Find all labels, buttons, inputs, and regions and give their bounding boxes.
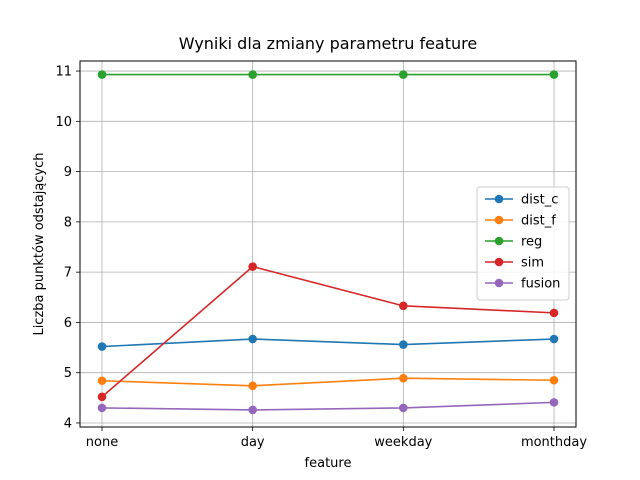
chart-title: Wyniki dla zmiany parametru feature	[179, 34, 477, 53]
x-axis-ticks: none day weekday monthday	[86, 427, 587, 450]
series-line-dist_c	[101, 338, 555, 348]
legend-marker-reg	[494, 236, 504, 246]
y-tick-label: 6	[64, 316, 72, 331]
y-tick-label: 11	[55, 65, 72, 80]
data-point-dist_f	[248, 381, 257, 391]
y-tick-label: 4	[64, 416, 72, 431]
y-tick-label: 10	[55, 115, 72, 130]
series-line-sim	[101, 265, 555, 398]
data-point-dist_c	[549, 334, 559, 344]
series-line-fusion	[101, 401, 555, 411]
data-point-fusion	[248, 405, 257, 415]
y-axis-ticks: 4 5 6 7 8 9 10 11	[55, 65, 80, 431]
legend-marker-dist_c	[494, 194, 504, 204]
grid	[80, 61, 576, 427]
data-point-fusion	[97, 403, 107, 413]
data-point-dist_f	[549, 375, 559, 385]
x-tick-label: weekday	[374, 435, 432, 450]
data-point-sim	[97, 392, 107, 402]
data-point-reg	[399, 70, 408, 79]
y-axis-label: Liczba punktów odstających	[32, 152, 47, 335]
x-tick-label: day	[241, 435, 265, 450]
data-point-sim	[248, 262, 257, 271]
y-tick-label: 8	[64, 215, 72, 230]
plot-frame	[79, 60, 577, 428]
data-point-fusion	[399, 403, 408, 413]
legend-marker-sim	[494, 257, 504, 267]
y-tick-label: 9	[64, 165, 72, 180]
legend-label-reg: reg	[521, 235, 542, 250]
data-point-reg	[549, 70, 559, 79]
x-axis-label: feature	[305, 456, 352, 471]
data-point-reg	[97, 70, 107, 79]
y-tick-label: 5	[64, 366, 72, 381]
data-point-fusion	[549, 398, 559, 407]
x-tick-label: none	[86, 435, 118, 450]
data-point-sim	[399, 301, 408, 311]
legend-label-sim: sim	[521, 256, 544, 271]
legend-label-dist_c: dist_c	[521, 193, 558, 208]
data-point-dist_f	[399, 373, 408, 383]
series-line-dist_f	[101, 377, 555, 387]
legend-label-dist_f: dist_f	[521, 214, 556, 229]
data-point-dist_c	[248, 334, 257, 344]
data-point-dist_f	[97, 376, 107, 386]
x-tick-label: monthday	[521, 435, 587, 450]
data-point-dist_c	[97, 342, 107, 351]
legend-marker-dist_f	[494, 215, 504, 225]
legend-label-fusion: fusion	[521, 277, 560, 292]
data-point-dist_c	[399, 340, 408, 349]
legend-marker-fusion	[494, 278, 504, 288]
data-point-sim	[549, 308, 559, 318]
legend-box	[476, 186, 570, 301]
series-group	[97, 70, 559, 415]
data-point-reg	[248, 70, 257, 79]
y-tick-label: 7	[64, 266, 72, 281]
